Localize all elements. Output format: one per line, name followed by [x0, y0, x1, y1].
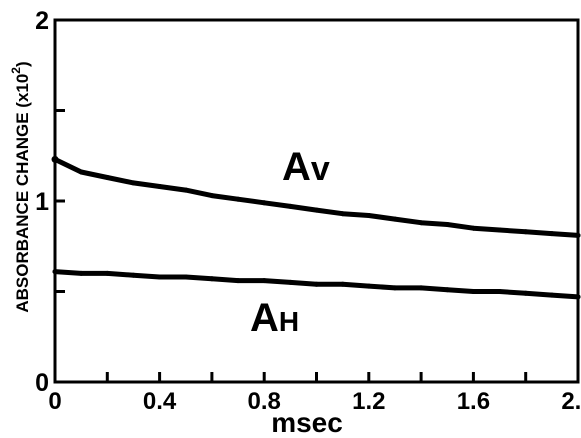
data-point-av-19 [549, 231, 555, 237]
data-point-av-20 [575, 232, 581, 238]
y-axis-label-main: ABSORBANCE CHANGE (x10 [13, 74, 32, 313]
series-label-av: Av [282, 145, 330, 189]
data-point-av-1 [78, 169, 84, 175]
data-point-ah-9 [287, 279, 293, 285]
data-point-av-12 [366, 213, 372, 218]
data-point-ah-6 [209, 276, 215, 282]
data-point-ah-19 [549, 292, 555, 298]
data-point-ah-4 [157, 274, 163, 280]
data-point-ah-11 [340, 281, 346, 287]
data-point-av-5 [183, 187, 189, 193]
y-axis-label-superscript: 2 [9, 67, 23, 74]
data-point-ah-13 [392, 285, 398, 291]
data-point-av-15 [444, 222, 450, 227]
data-point-ah-0 [52, 269, 58, 275]
plot-frame [53, 18, 580, 384]
tick-layer: 0 0.4 0.8 1.2 1.6 2.0 0 1 2 [35, 7, 581, 415]
data-point-av-0 [51, 155, 59, 163]
data-point-av-7 [235, 196, 241, 202]
data-point-av-2 [104, 175, 110, 180]
data-point-av-17 [497, 227, 503, 233]
data-point-ah-12 [366, 283, 372, 289]
y-tick-label-2: 1 [35, 188, 49, 216]
data-point-av-18 [523, 229, 529, 235]
data-point-ah-3 [130, 272, 136, 278]
x-tick-label-0: 0 [48, 388, 61, 415]
data-point-av-11 [340, 211, 346, 217]
x-tick-label-10: 2.0 [561, 388, 581, 415]
data-point-av-16 [470, 225, 476, 231]
data-point-av-10 [314, 207, 319, 213]
data-point-av-3 [130, 180, 136, 186]
series-label-ah-main: A [250, 296, 279, 340]
data-point-av-9 [287, 203, 293, 209]
data-point-ah-14 [418, 285, 424, 291]
data-point-av-6 [209, 193, 215, 199]
data-point-ah-10 [314, 281, 319, 287]
y-tick-label-0: 0 [35, 369, 49, 397]
series-label-ah: AH [250, 296, 299, 340]
x-axis-label: msec [271, 407, 343, 438]
x-tick-label-8: 1.6 [457, 388, 490, 415]
data-point-av-13 [392, 216, 398, 222]
data-point-av-14 [418, 220, 424, 226]
data-point-ah-16 [470, 289, 476, 294]
x-tick-label-4: 0.8 [248, 388, 281, 415]
y-tick-label-4: 2 [35, 7, 49, 35]
data-point-ah-17 [497, 289, 503, 294]
data-point-ah-5 [183, 274, 189, 280]
data-point-av-8 [261, 200, 267, 206]
y-axis-label-suffix: ) [13, 61, 32, 67]
x-tick-label-2: 0.4 [143, 388, 177, 415]
x-tick-label-6: 1.2 [352, 388, 385, 415]
series-layer [51, 155, 581, 300]
data-point-ah-8 [261, 278, 267, 284]
series-label-ah-sub: H [279, 306, 299, 337]
data-point-ah-20 [575, 294, 581, 300]
data-point-ah-7 [235, 278, 241, 284]
series-label-av-main: A [282, 145, 311, 189]
data-point-ah-18 [523, 290, 529, 296]
y-axis-label: ABSORBANCE CHANGE (x102) [9, 61, 32, 312]
data-point-ah-15 [444, 287, 450, 293]
series-label-av-sub: v [311, 150, 330, 188]
data-point-ah-2 [104, 270, 110, 276]
data-point-ah-1 [78, 270, 84, 276]
data-point-av-4 [157, 184, 163, 189]
